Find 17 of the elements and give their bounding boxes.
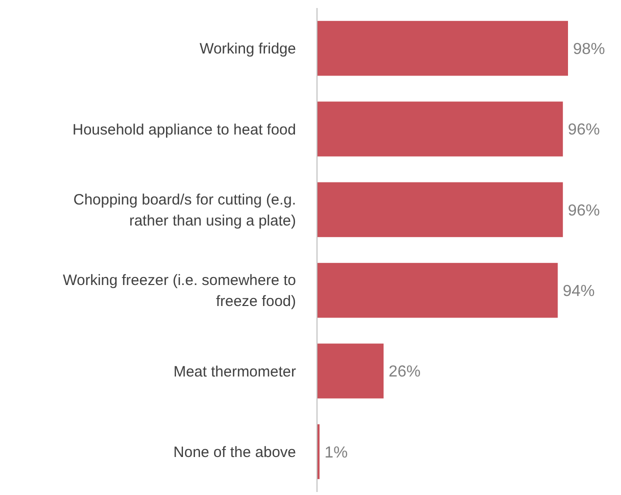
bar (317, 182, 563, 238)
data-label: 26% (388, 364, 421, 381)
bar (317, 102, 563, 156)
data-label: 96% (568, 202, 600, 220)
y-tick-label: Meat thermometer (173, 363, 296, 380)
data-label: 94% (562, 282, 595, 300)
y-tick-label: Chopping board/s for cutting (e.g. rather than using a plate) (73, 191, 296, 230)
y-tick-label: Household appliance to heat food (72, 121, 296, 138)
y-tick-label: None of the above (173, 444, 296, 461)
bar (317, 20, 568, 76)
data-label: 1% (324, 444, 348, 462)
bar (317, 344, 384, 398)
data-label: 98% (573, 40, 606, 58)
bar (317, 262, 558, 318)
y-tick-label: Working fridge (200, 40, 296, 58)
y-tick-label: Working freezer (i.e. somewhere to freeze food) (62, 272, 296, 310)
data-label: 96% (568, 122, 600, 139)
